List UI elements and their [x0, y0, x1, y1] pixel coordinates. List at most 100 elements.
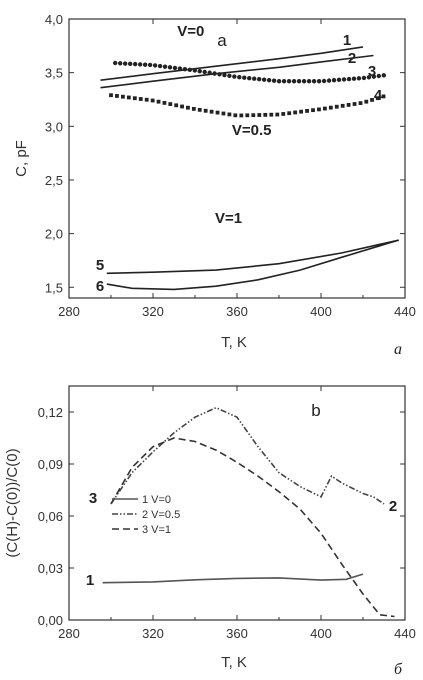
series-4-point [115, 94, 119, 98]
series-4-point [174, 103, 179, 108]
series-3-point [117, 61, 123, 66]
series-3-markers [113, 60, 386, 84]
series-3-point [227, 73, 232, 78]
series-4-point [340, 103, 345, 108]
series-4-point [269, 112, 274, 117]
series-3-point [127, 61, 133, 67]
series-3-point [182, 67, 188, 72]
series-4-point [293, 110, 298, 115]
series-3-point [157, 63, 163, 69]
series-1-label: 1 [86, 572, 94, 589]
series-3-point [291, 79, 297, 84]
y-tick-label: 0,06 [38, 509, 63, 524]
series-4-point [209, 109, 214, 114]
x-tick-label: 360 [226, 626, 248, 641]
series-4-point [227, 112, 232, 117]
series-4-point [180, 104, 184, 109]
series-4-point [334, 104, 339, 109]
series-3-point [242, 75, 247, 80]
x-tick-label: 440 [394, 304, 416, 319]
series-4-point [150, 98, 155, 103]
series-3-point [172, 65, 178, 71]
y-tick-label: 1,5 [45, 280, 63, 295]
series-4-point [275, 112, 280, 117]
series-4-point [203, 108, 208, 113]
series-4-point [144, 97, 149, 102]
series-3-point [207, 70, 212, 75]
series-3-point [147, 62, 153, 68]
series-4-point [375, 96, 380, 101]
y-tick-label: 0,03 [38, 561, 63, 576]
series-3-point [336, 77, 342, 83]
series-3-point [331, 78, 337, 83]
series-4-point [191, 106, 196, 111]
series-3-point [381, 73, 386, 78]
legend-entry: 3 V=1 [142, 524, 171, 536]
series-2-line [110, 406, 385, 505]
series-3-point [341, 77, 347, 82]
y-tick-label: 2,0 [45, 227, 63, 242]
series-4-point [328, 105, 333, 110]
condition-annotation: V=0.5 [232, 122, 272, 139]
series-3-point [321, 78, 327, 84]
y-tick-label: 0,09 [38, 457, 63, 472]
series-4-markers [109, 93, 386, 118]
series-2-label: 2 [389, 498, 397, 515]
series-4-point [162, 100, 167, 105]
series-1-label: 1 [343, 32, 351, 49]
series-4-point [138, 97, 143, 101]
series-4-point [381, 94, 386, 99]
series-3-point [142, 62, 148, 67]
x-tick-label: 400 [310, 304, 332, 319]
series-4-point [364, 99, 369, 104]
series-4-point [251, 113, 256, 118]
y-tick-label: 2,5 [45, 173, 63, 188]
series-3-point [247, 75, 252, 81]
series-4-point [370, 98, 374, 102]
series-6-label: 6 [96, 278, 104, 295]
x-axis-label: T, K [221, 334, 247, 351]
legend: 1 V=0 2 V=0.5 3 V=1 [112, 494, 180, 536]
series-4-point [346, 103, 351, 107]
x-tick-label: 320 [142, 304, 164, 319]
series-1-line [100, 46, 364, 81]
series-3-point [113, 60, 118, 66]
panel-letter: a [217, 31, 227, 50]
series-4-point [221, 111, 226, 116]
series-4-point [317, 107, 321, 112]
x-tick-label: 440 [394, 626, 416, 641]
x-axis-label: T, K [221, 654, 247, 671]
panel-b: 280 320 360 400 440 0,00 0,03 0,06 0,09 0,12 T, K (… [4, 385, 416, 678]
series-5-label: 5 [96, 257, 104, 274]
series-3-point [361, 75, 367, 81]
series-3-point [301, 79, 307, 84]
series-3-point [266, 78, 272, 83]
panel-a: 280 320 360 400 440 1,5 2,0 2,5 3,0 3,5 4,0 T, K C, … [13, 12, 416, 358]
series-4-point [287, 111, 292, 116]
series-4-point [132, 96, 137, 101]
series-3-point [152, 63, 158, 68]
series-4-label: 4 [374, 87, 383, 104]
series-3-point [376, 73, 382, 79]
x-tick-label: 280 [58, 626, 80, 641]
series-5-line [106, 239, 399, 275]
series-3-point [356, 76, 362, 81]
series-4-point [263, 112, 268, 117]
y-tick-label: 4,0 [45, 12, 63, 27]
series-3-point [137, 62, 143, 67]
series-3-point [252, 76, 257, 81]
series-4-point [257, 113, 262, 117]
series-3-line [110, 437, 395, 618]
series-3-point [286, 79, 292, 84]
legend-entry: 1 V=0 [142, 494, 171, 506]
x-tick-label: 320 [142, 626, 164, 641]
series-3-point [197, 69, 202, 74]
y-tick-label: 0,12 [38, 405, 63, 420]
y-tick-label: 0,00 [38, 613, 63, 628]
series-3-point [296, 79, 302, 84]
y-tick-label: 3,5 [45, 66, 63, 81]
series-3-point [212, 71, 217, 76]
series-4-point [186, 105, 190, 110]
series-3-point [271, 78, 277, 83]
